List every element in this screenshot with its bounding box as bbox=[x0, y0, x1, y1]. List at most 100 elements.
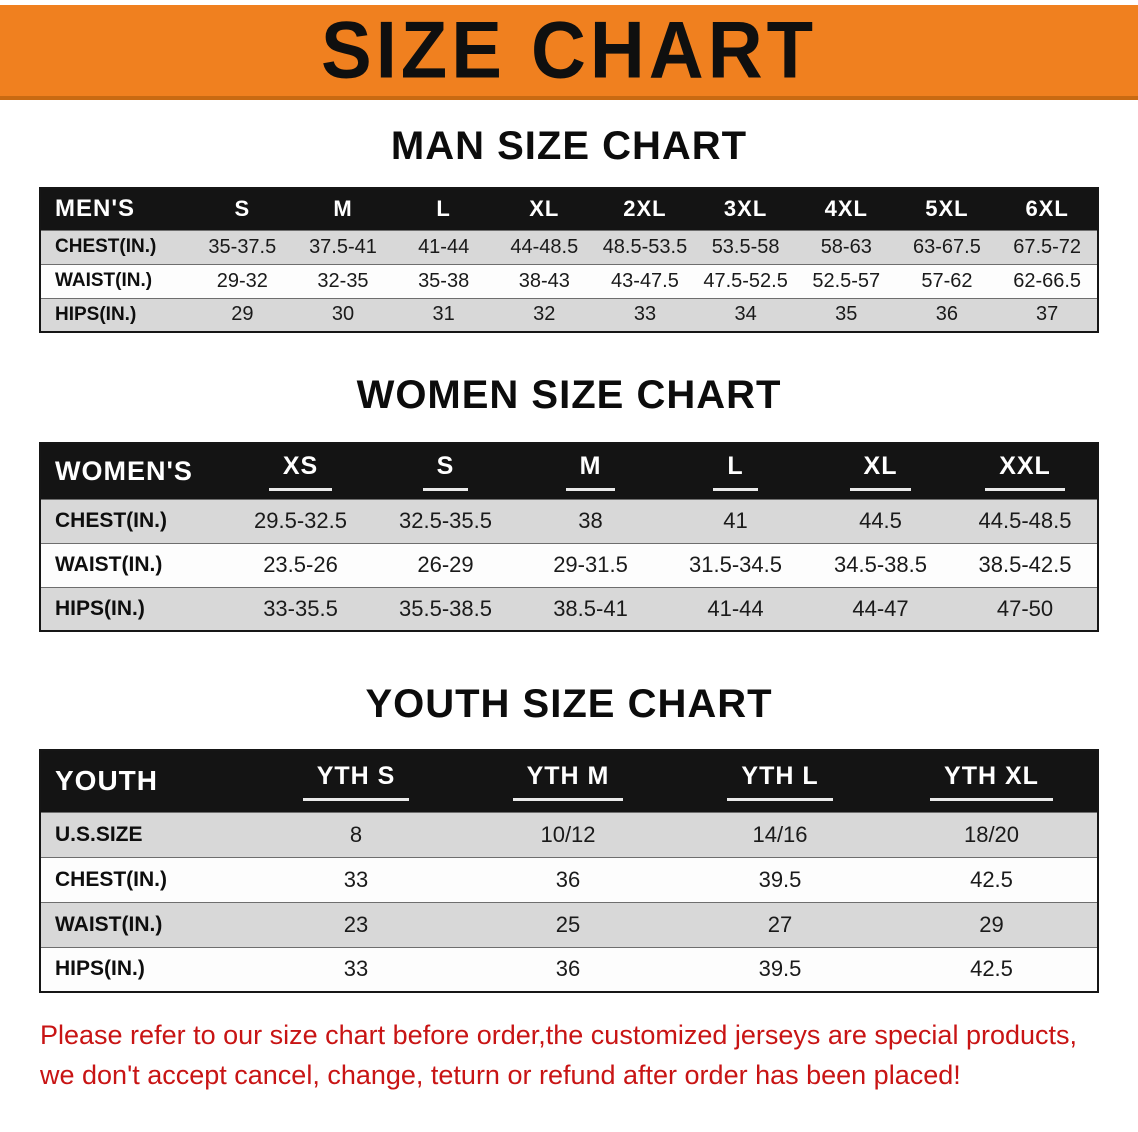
men-size-table: MEN'S S M L XL 2XL 3XL 4XL 5XL 6XL CHEST(IN.) 35-37… bbox=[39, 187, 1099, 333]
size-value-cell: 62-66.5 bbox=[997, 263, 1098, 298]
size-value-cell: 32 bbox=[493, 297, 595, 332]
header-label: XL bbox=[529, 196, 560, 222]
size-value-cell: 35.5-38.5 bbox=[373, 586, 518, 631]
size-value-cell: 41-44 bbox=[663, 586, 808, 631]
size-column-header: L bbox=[393, 188, 494, 230]
size-value-cell: 39.5 bbox=[674, 946, 886, 992]
size-value-cell: 32-35 bbox=[292, 263, 394, 298]
size-value-cell: 67.5-72 bbox=[997, 229, 1098, 264]
row-label-cell: WAIST(IN.) bbox=[40, 901, 250, 947]
size-value-cell: 29 bbox=[192, 297, 293, 332]
size-value-cell: 44.5-48.5 bbox=[953, 498, 1098, 543]
size-column-header: YTH M bbox=[462, 750, 674, 812]
size-value-cell: 38 bbox=[518, 498, 663, 543]
measurement-row: WAIST(IN.) 23.5-26 26-29 29-31.5 31.5-34.5 34… bbox=[40, 542, 1098, 587]
size-value-cell: 18/20 bbox=[886, 811, 1098, 857]
size-value-cell: 10/12 bbox=[462, 811, 674, 857]
size-value-cell: 26-29 bbox=[373, 542, 518, 587]
women-size-section: WOMEN SIZE CHART WOMEN'S XS S M L XL XXL CHEST(… bbox=[0, 373, 1138, 632]
size-value-cell: 35-37.5 bbox=[192, 229, 293, 264]
header-label: 2XL bbox=[623, 196, 667, 222]
size-value-cell: 29-32 bbox=[192, 263, 293, 298]
header-label: 6XL bbox=[1025, 196, 1069, 222]
measurement-row: CHEST(IN.) 29.5-32.5 32.5-35.5 38 41 44.5 44.5… bbox=[40, 498, 1098, 543]
size-value-cell: 29 bbox=[886, 901, 1098, 947]
row-label-cell: CHEST(IN.) bbox=[40, 229, 192, 264]
disclaimer: Please refer to our size chart before or… bbox=[0, 1015, 1138, 1095]
size-value-cell: 52.5-57 bbox=[795, 263, 897, 298]
size-value-cell: 25 bbox=[462, 901, 674, 947]
size-value-cell: 33 bbox=[594, 297, 696, 332]
measurement-row: WAIST(IN.) 23 25 27 29 bbox=[40, 901, 1098, 947]
header-label: 5XL bbox=[925, 196, 969, 222]
header-label: WOMEN'S bbox=[55, 455, 193, 486]
measurement-row: CHEST(IN.) 35-37.5 37.5-41 41-44 44-48.5 48.5… bbox=[40, 229, 1098, 264]
size-value-cell: 33 bbox=[250, 856, 462, 902]
size-column-header: YTH S bbox=[250, 750, 462, 812]
size-value-cell: 23 bbox=[250, 901, 462, 947]
size-column-header: S bbox=[192, 188, 293, 230]
header-label: 4XL bbox=[824, 196, 868, 222]
size-value-cell: 29.5-32.5 bbox=[228, 498, 373, 543]
size-value-cell: 37 bbox=[997, 297, 1098, 332]
size-column-header: 6XL bbox=[997, 188, 1098, 230]
size-value-cell: 47.5-52.5 bbox=[695, 263, 796, 298]
size-value-cell: 42.5 bbox=[886, 946, 1098, 992]
size-value-cell: 29-31.5 bbox=[518, 542, 663, 587]
size-value-cell: 36 bbox=[896, 297, 998, 332]
disclaimer-line-1: Please refer to our size chart before or… bbox=[40, 1020, 1078, 1050]
size-column-header: S bbox=[373, 443, 518, 499]
table-title-cell: WOMEN'S bbox=[40, 443, 228, 499]
row-label-cell: HIPS(IN.) bbox=[40, 586, 228, 631]
men-section-heading: MAN SIZE CHART bbox=[390, 124, 748, 168]
size-value-cell: 8 bbox=[250, 811, 462, 857]
size-value-cell: 38.5-42.5 bbox=[953, 542, 1098, 587]
size-value-cell: 36 bbox=[462, 946, 674, 992]
size-value-cell: 34.5-38.5 bbox=[808, 542, 953, 587]
row-label-cell: WAIST(IN.) bbox=[40, 542, 228, 587]
size-value-cell: 33 bbox=[250, 946, 462, 992]
header-row: YOUTH YTH S YTH M YTH L YTH XL bbox=[40, 750, 1098, 812]
measurement-row: CHEST(IN.) 33 36 39.5 42.5 bbox=[40, 856, 1098, 902]
measurement-row: HIPS(IN.) 29 30 31 32 33 34 35 36 37 bbox=[40, 297, 1098, 332]
youth-size-table: YOUTH YTH S YTH M YTH L YTH XL U.S.SIZE 8 10/12… bbox=[39, 749, 1099, 993]
size-column-header: M bbox=[292, 188, 394, 230]
women-size-table: WOMEN'S XS S M L XL XXL CHEST(IN.) 29.5-32.5 32.5… bbox=[39, 442, 1099, 632]
row-label-cell: CHEST(IN.) bbox=[40, 856, 250, 902]
header-label: YTH L bbox=[727, 762, 833, 801]
header-label: S bbox=[234, 196, 251, 222]
measurement-row: U.S.SIZE 8 10/12 14/16 18/20 bbox=[40, 811, 1098, 857]
header-label: XL bbox=[849, 452, 912, 491]
size-value-cell: 43-47.5 bbox=[594, 263, 696, 298]
size-value-cell: 63-67.5 bbox=[896, 229, 998, 264]
size-column-header: L bbox=[663, 443, 808, 499]
size-column-header: 4XL bbox=[795, 188, 897, 230]
size-column-header: YTH L bbox=[674, 750, 886, 812]
size-value-cell: 35 bbox=[795, 297, 897, 332]
size-value-cell: 44.5 bbox=[808, 498, 953, 543]
size-value-cell: 33-35.5 bbox=[228, 586, 373, 631]
size-chart-banner: SIZE CHART bbox=[0, 5, 1138, 100]
header-label: M bbox=[565, 452, 616, 491]
size-column-header: 2XL bbox=[594, 188, 696, 230]
row-label-cell: CHEST(IN.) bbox=[40, 498, 228, 543]
header-label: XS bbox=[268, 452, 333, 491]
size-column-header: YTH XL bbox=[886, 750, 1098, 812]
size-value-cell: 47-50 bbox=[953, 586, 1098, 631]
size-value-cell: 14/16 bbox=[674, 811, 886, 857]
measurement-row: HIPS(IN.) 33-35.5 35.5-38.5 38.5-41 41-44 44-… bbox=[40, 586, 1098, 631]
women-section-heading: WOMEN SIZE CHART bbox=[356, 373, 782, 417]
men-size-section: MAN SIZE CHART MEN'S S M L XL 2XL 3XL 4XL 5XL 6XL… bbox=[0, 124, 1138, 333]
size-column-header: XL bbox=[808, 443, 953, 499]
size-value-cell: 23.5-26 bbox=[228, 542, 373, 587]
row-label-cell: HIPS(IN.) bbox=[40, 946, 250, 992]
size-value-cell: 37.5-41 bbox=[292, 229, 394, 264]
size-value-cell: 27 bbox=[674, 901, 886, 947]
row-label-cell: WAIST(IN.) bbox=[40, 263, 192, 298]
size-value-cell: 34 bbox=[695, 297, 796, 332]
header-label: MEN'S bbox=[55, 195, 136, 223]
disclaimer-line-2: we don't accept cancel, change, teturn o… bbox=[40, 1060, 961, 1090]
size-value-cell: 53.5-58 bbox=[695, 229, 796, 264]
size-column-header: XL bbox=[493, 188, 595, 230]
measurement-row: HIPS(IN.) 33 36 39.5 42.5 bbox=[40, 946, 1098, 992]
